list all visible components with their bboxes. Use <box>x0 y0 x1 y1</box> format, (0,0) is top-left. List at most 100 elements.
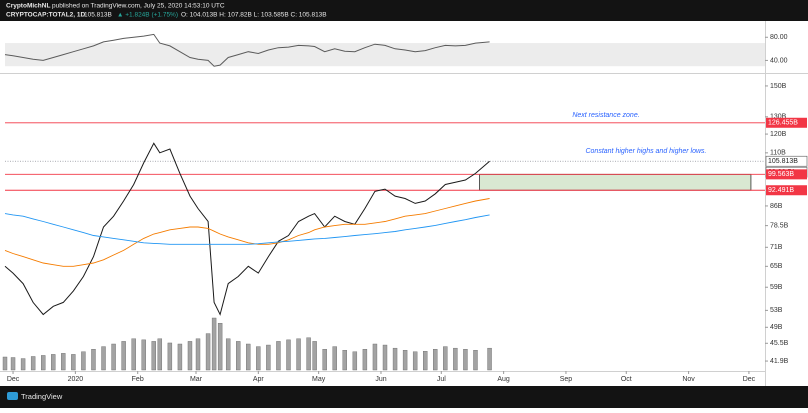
x-tick-label: Oct <box>621 376 632 383</box>
last-price: 105.813B <box>84 12 112 19</box>
ohlc: O: 104.013B H: 107.82B L: 103.585B C: 10… <box>181 12 327 19</box>
volume-bar <box>256 346 261 371</box>
level-label-bg <box>766 117 807 128</box>
volume-bar <box>187 341 193 371</box>
volume-bar <box>167 342 173 371</box>
x-tick-label: May <box>312 376 326 383</box>
volume-bar <box>177 343 183 371</box>
volume-bar <box>236 341 241 371</box>
series-line <box>4 198 490 267</box>
level-label: 99.563B <box>768 171 794 178</box>
volume-bar <box>151 341 156 371</box>
volume-bar <box>342 350 347 371</box>
x-tick-label: 2020 <box>68 376 84 383</box>
volume-bar <box>195 338 201 371</box>
volume-bar <box>322 349 327 371</box>
volume-bar <box>312 341 317 371</box>
y-tick-label: 49B <box>770 324 783 331</box>
annotation: Next resistance zone. <box>572 112 639 119</box>
volume-bar <box>121 341 126 371</box>
volume-bar <box>205 333 211 371</box>
level-label: 92.491B <box>768 187 794 194</box>
volume-bar <box>286 339 291 371</box>
y-tick-label: 130B <box>770 114 787 121</box>
y-tick-label: 71B <box>770 244 783 251</box>
symbol: CRYPTOCAP:TOTAL2, 1D <box>6 12 86 19</box>
header-bar <box>0 0 808 21</box>
y-tick-label: 86B <box>770 203 783 210</box>
volume-bar <box>463 349 468 371</box>
y-tick-label: 45.5B <box>770 340 789 347</box>
volume-bar <box>10 357 16 371</box>
volume-bar <box>141 339 146 371</box>
x-tick-label: Jul <box>437 376 446 383</box>
volume-bar <box>473 350 478 371</box>
volume-bar <box>487 347 492 371</box>
level-label: 126.455B <box>768 120 798 127</box>
volume-bar <box>423 351 428 371</box>
volume-bar <box>211 317 217 371</box>
level-label: 105.813B <box>768 158 798 165</box>
footer-bar <box>0 386 808 408</box>
volume-bar <box>362 349 368 371</box>
y-tick-label: 150B <box>770 83 787 90</box>
volume-bar <box>30 356 36 371</box>
y-tick-label: 53B <box>770 307 783 314</box>
volume-bar <box>41 355 46 371</box>
volume-bar <box>276 341 281 371</box>
volume-bar <box>20 358 26 371</box>
volume-bar <box>443 346 448 371</box>
volume-bar <box>392 347 398 371</box>
volume-bar <box>412 351 418 371</box>
volume-bar <box>217 323 223 371</box>
author: CryptoMichNL <box>6 3 50 10</box>
rsi-band <box>5 43 765 67</box>
series-line <box>4 142 490 316</box>
volume-bar <box>402 350 408 371</box>
x-tick-label: Mar <box>190 376 203 383</box>
volume-bar <box>225 338 231 371</box>
y-tick-label: 78.5B <box>770 222 789 229</box>
x-tick-label: Dec <box>7 376 20 383</box>
x-tick-label: Jun <box>375 376 386 383</box>
volume-bar <box>101 346 106 371</box>
logo <box>7 392 18 400</box>
y-tick-label: 59B <box>770 284 783 291</box>
volume-bar <box>266 344 271 371</box>
level-label-bg <box>766 169 807 180</box>
x-tick-label: Sep <box>560 376 573 383</box>
x-tick-label: Apr <box>253 376 265 383</box>
volume-bar <box>296 338 301 371</box>
support-zone <box>479 173 752 191</box>
y-tick-label: 65B <box>770 263 783 270</box>
volume-bar <box>157 338 163 371</box>
brand: TradingView <box>21 392 63 401</box>
volume-bar <box>246 343 251 371</box>
annotation: Constant higher highs and higher lows. <box>585 148 706 155</box>
volume-bar <box>111 343 116 371</box>
y-tick-label: 80.00 <box>770 34 788 41</box>
volume-bar <box>372 343 378 371</box>
x-tick-label: Aug <box>497 376 510 383</box>
volume-bar <box>352 351 358 371</box>
volume-bar <box>382 344 388 371</box>
y-tick-label: 110B <box>770 150 786 157</box>
volume-bar <box>61 353 66 371</box>
volume-bar <box>91 349 96 371</box>
series-line <box>4 213 490 245</box>
y-tick-label: 40.00 <box>770 57 788 64</box>
volume-bar <box>131 338 136 371</box>
volume-bar <box>51 354 56 371</box>
volume-bar <box>433 349 438 371</box>
y-tick-label: 41.9B <box>770 358 789 365</box>
volume-bar <box>306 337 311 371</box>
volume-bar <box>453 347 458 371</box>
x-tick-label: Feb <box>132 376 144 383</box>
y-tick-label: 120B <box>770 131 787 138</box>
x-tick-label: Dec <box>743 376 756 383</box>
published: published on TradingView.com, July 25, 2… <box>52 3 225 10</box>
volume-bar <box>2 356 8 371</box>
volume-bar <box>71 354 76 371</box>
level-label-bg <box>766 185 807 196</box>
